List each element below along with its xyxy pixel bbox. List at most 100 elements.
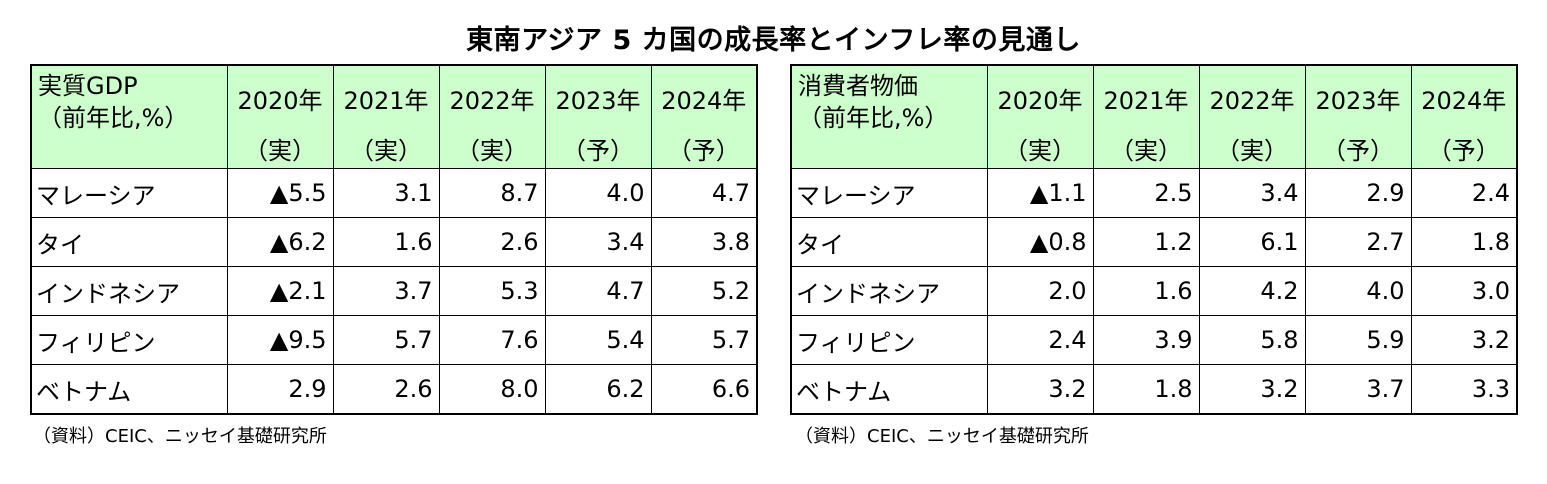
table-cell: 3.2: [1410, 315, 1518, 365]
table-row: フィリピン 2.4 3.9 5.8 5.9 3.2: [790, 315, 1518, 365]
table-cell: 1.6: [1092, 266, 1200, 316]
country-name: タイ: [30, 217, 228, 267]
table-cell: 5.7: [332, 315, 440, 365]
table-cell: 5.9: [1304, 315, 1412, 365]
table-cell: 4.0: [544, 168, 652, 218]
column-kind: （実）: [1004, 137, 1076, 165]
table-cell: 1.8: [1410, 217, 1518, 267]
table-cell: 3.7: [332, 266, 440, 316]
column-kind: （予）: [667, 137, 740, 165]
table-cell: 5.4: [544, 315, 652, 365]
country-name: ベトナム: [790, 364, 988, 415]
column-year: 2021年: [1103, 87, 1189, 115]
table-cell: 4.2: [1198, 266, 1306, 316]
table-cell: 1.2: [1092, 217, 1200, 267]
column-year: 2022年: [1209, 87, 1295, 115]
table-row: マレーシア ▲1.1 2.5 3.4 2.9 2.4: [790, 168, 1518, 218]
column-kind: （予）: [562, 137, 634, 165]
column-year: 2020年: [997, 87, 1083, 115]
table-cell: 7.6: [438, 315, 546, 365]
table-cell: 5.2: [650, 266, 758, 316]
table-cell: 4.7: [650, 168, 758, 218]
cpi-column-header: 2021年 （実）: [1092, 64, 1200, 169]
table-cell: 2.0: [986, 266, 1094, 316]
table-cell: 2.9: [226, 364, 334, 415]
table-cell: ▲0.8: [986, 217, 1094, 267]
table-cell: 2.5: [1092, 168, 1200, 218]
gdp-corner-label-line1: 実質GDP: [38, 72, 138, 100]
country-name: インドネシア: [790, 266, 988, 316]
country-name: ベトナム: [30, 364, 228, 415]
table-row: インドネシア ▲2.1 3.7 5.3 4.7 5.2: [30, 266, 758, 316]
gdp-column-header: 2021年 （実）: [332, 64, 440, 169]
gdp-column-header: 2022年 （実）: [438, 64, 546, 169]
cpi-corner-label-line1: 消費者物価: [798, 72, 918, 100]
table-cell: 6.6: [650, 364, 758, 415]
table-row: ベトナム 2.9 2.6 8.0 6.2 6.6: [30, 364, 758, 415]
column-year: 2023年: [1315, 87, 1401, 115]
table-cell: 3.8: [650, 217, 758, 267]
table-cell: ▲2.1: [226, 266, 334, 316]
table-row: フィリピン ▲9.5 5.7 7.6 5.4 5.7: [30, 315, 758, 365]
table-cell: 3.3: [1410, 364, 1518, 415]
table-cell: 3.4: [1198, 168, 1306, 218]
table-cell: 3.2: [1198, 364, 1306, 415]
table-cell: 3.0: [1410, 266, 1518, 316]
cpi-column-header: 2023年 （予）: [1304, 64, 1412, 169]
country-name: タイ: [790, 217, 988, 267]
gdp-column-header: 2020年 （実）: [226, 64, 334, 169]
table-row: タイ ▲6.2 1.6 2.6 3.4 3.8: [30, 217, 758, 267]
table-cell: 2.4: [986, 315, 1094, 365]
table-cell: 4.7: [544, 266, 652, 316]
column-year: 2024年: [1421, 87, 1507, 115]
column-kind: （実）: [1216, 137, 1288, 165]
table-cell: 3.2: [986, 364, 1094, 415]
gdp-source-note: （資料）CEIC、ニッセイ基礎研究所: [33, 426, 327, 447]
column-kind: （実）: [456, 137, 528, 165]
table-row: マレーシア ▲5.5 3.1 8.7 4.0 4.7: [30, 168, 758, 218]
column-year: 2022年: [449, 87, 535, 115]
table-cell: 3.7: [1304, 364, 1412, 415]
table-cell: 2.4: [1410, 168, 1518, 218]
table-cell: 5.8: [1198, 315, 1306, 365]
cpi-header-row: 消費者物価 （前年比,%） 2020年 （実） 2021年 （実） 2022年 （実）…: [790, 64, 1518, 169]
column-kind: （実）: [244, 137, 316, 165]
column-kind: （実）: [350, 137, 422, 165]
gdp-table: 実質GDP （前年比,%） 2020年 （実） 2021年 （実） 2022年 （実）…: [30, 64, 758, 415]
column-year: 2021年: [343, 87, 429, 115]
table-cell: 5.3: [438, 266, 546, 316]
table-cell: 6.2: [544, 364, 652, 415]
table-cell: 2.6: [332, 364, 440, 415]
table-cell: 8.0: [438, 364, 546, 415]
gdp-corner-label-line2: （前年比,%）: [38, 104, 189, 132]
table-row: ベトナム 3.2 1.8 3.2 3.7 3.3: [790, 364, 1518, 415]
table-row: インドネシア 2.0 1.6 4.2 4.0 3.0: [790, 266, 1518, 316]
cpi-column-header: 2022年 （実）: [1198, 64, 1306, 169]
table-cell: ▲9.5: [226, 315, 334, 365]
gdp-corner-header: 実質GDP （前年比,%）: [30, 64, 228, 169]
table-cell: 2.6: [438, 217, 546, 267]
cpi-column-header: 2020年 （実）: [986, 64, 1094, 169]
page-title: 東南アジア 5 カ国の成長率とインフレ率の見通し: [466, 25, 1081, 56]
gdp-column-header: 2023年 （予）: [544, 64, 652, 169]
table-row: タイ ▲0.8 1.2 6.1 2.7 1.8: [790, 217, 1518, 267]
gdp-header-row: 実質GDP （前年比,%） 2020年 （実） 2021年 （実） 2022年 （実）…: [30, 64, 758, 169]
table-cell: ▲5.5: [226, 168, 334, 218]
cpi-corner-header: 消費者物価 （前年比,%）: [790, 64, 988, 169]
cpi-corner-label-line2: （前年比,%）: [798, 104, 949, 132]
column-kind: （予）: [1427, 137, 1500, 165]
cpi-table: 消費者物価 （前年比,%） 2020年 （実） 2021年 （実） 2022年 （実）…: [790, 64, 1518, 415]
table-cell: ▲1.1: [986, 168, 1094, 218]
table-cell: 2.9: [1304, 168, 1412, 218]
table-cell: 3.1: [332, 168, 440, 218]
table-cell: 1.6: [332, 217, 440, 267]
table-cell: 5.7: [650, 315, 758, 365]
column-kind: （実）: [1110, 137, 1182, 165]
cpi-source-note: （資料）CEIC、ニッセイ基礎研究所: [795, 426, 1089, 447]
table-cell: 3.9: [1092, 315, 1200, 365]
table-cell: 4.0: [1304, 266, 1412, 316]
column-kind: （予）: [1322, 137, 1394, 165]
column-year: 2023年: [555, 87, 641, 115]
table-cell: 8.7: [438, 168, 546, 218]
column-year: 2024年: [661, 87, 747, 115]
